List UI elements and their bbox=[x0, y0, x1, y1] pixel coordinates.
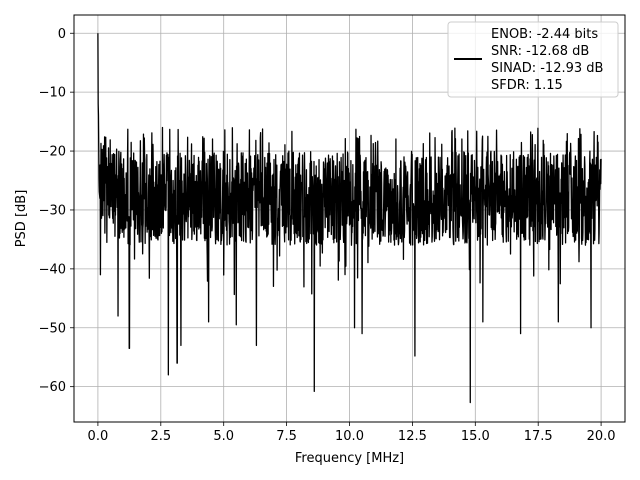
x-tick-label: 15.0 bbox=[461, 429, 490, 444]
legend-entry-snr: SNR: -12.68 dB bbox=[491, 44, 589, 59]
x-tick-label: 12.5 bbox=[398, 429, 427, 444]
legend-box bbox=[447, 21, 619, 98]
y-tick-label: −50 bbox=[39, 321, 66, 336]
psd-series-line bbox=[97, 33, 602, 404]
legend-entry-enob: ENOB: -2.44 bits bbox=[491, 27, 598, 42]
x-axis-ticks: 0.0 2.5 5.0 7.5 10.0 12.5 15.0 17.5 20.0 bbox=[88, 422, 616, 444]
y-tick-label: 0 bbox=[58, 27, 66, 42]
y-tick-label: −20 bbox=[39, 145, 66, 160]
x-tick-label: 2.5 bbox=[150, 429, 171, 444]
legend-entry-sinad: SINAD: -12.93 dB bbox=[491, 61, 603, 76]
y-tick-label: −40 bbox=[39, 262, 66, 277]
x-tick-label: 5.0 bbox=[213, 429, 234, 444]
legend: ENOB: -2.44 bits SNR: -12.68 dB SINAD: -… bbox=[447, 21, 619, 98]
x-tick-label: 20.0 bbox=[587, 429, 616, 444]
x-tick-label: 10.0 bbox=[335, 429, 364, 444]
legend-entry-sfdr: SFDR: 1.15 bbox=[491, 78, 563, 93]
y-tick-label: −10 bbox=[39, 86, 66, 101]
x-tick-label: 7.5 bbox=[276, 429, 297, 444]
y-tick-label: −30 bbox=[39, 203, 66, 218]
x-tick-label: 0.0 bbox=[88, 429, 109, 444]
x-tick-label: 17.5 bbox=[524, 429, 553, 444]
psd-series bbox=[97, 33, 602, 404]
y-axis-label: PSD [dB] bbox=[14, 190, 29, 248]
y-axis-ticks: 0 −10 −20 −30 −40 −50 −60 bbox=[39, 27, 74, 395]
y-tick-label: −60 bbox=[39, 380, 66, 395]
x-axis-label: Frequency [MHz] bbox=[295, 451, 404, 466]
